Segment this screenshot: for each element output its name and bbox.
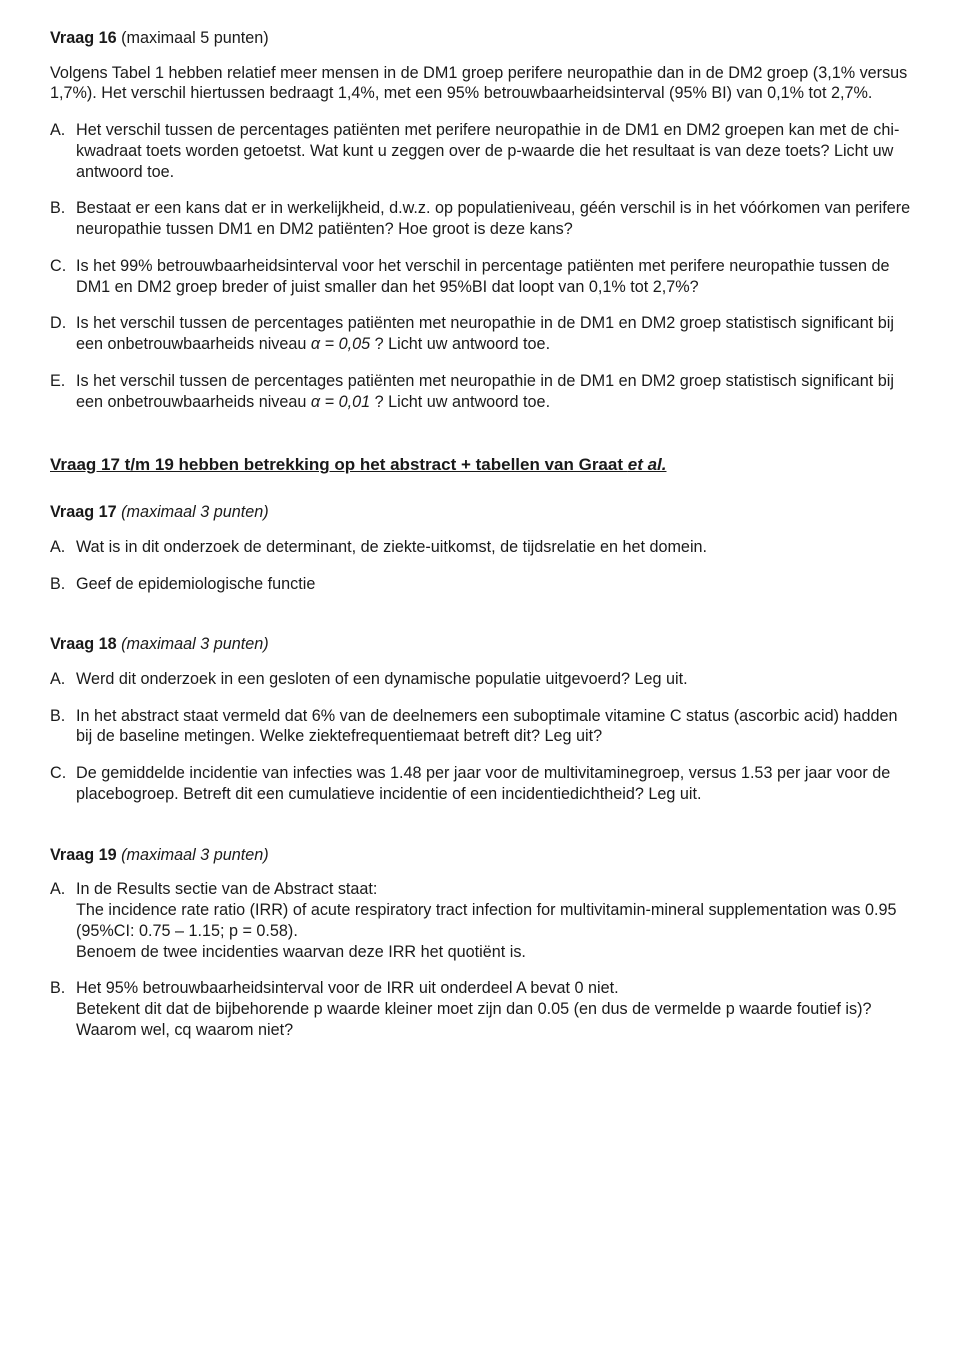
- q17-header: Vraag 17 (maximaal 3 punten): [50, 502, 918, 523]
- q16-item-e: E. Is het verschil tussen de percentages…: [50, 371, 918, 412]
- q16-d-alpha: α = 0,05: [311, 335, 370, 353]
- q19-item-b: B. Het 95% betrouwbaarheidsinterval voor…: [50, 978, 918, 1040]
- q17-points: (maximaal 3 punten): [121, 503, 269, 521]
- q16-intro: Volgens Tabel 1 hebben relatief meer men…: [50, 63, 918, 104]
- item-body: Is het verschil tussen de percentages pa…: [76, 371, 918, 412]
- q19-a-l3: Benoem de twee incidenties waarvan deze …: [76, 943, 526, 961]
- section-heading-pre: Vraag 17 t/m 19 hebben betrekking op het…: [50, 455, 628, 474]
- item-letter: E.: [50, 371, 76, 412]
- q18-title: Vraag 18: [50, 635, 117, 653]
- q16-item-c: C. Is het 99% betrouwbaarheidsinterval v…: [50, 256, 918, 297]
- item-letter: B.: [50, 706, 76, 747]
- q19-item-a: A. In de Results sectie van de Abstract …: [50, 879, 918, 962]
- item-body: De gemiddelde incidentie van infecties w…: [76, 763, 918, 804]
- q16-title: Vraag 16: [50, 29, 117, 47]
- q19-b-l1: Het 95% betrouwbaarheidsinterval voor de…: [76, 979, 619, 997]
- q19-title: Vraag 19: [50, 846, 117, 864]
- item-letter: C.: [50, 763, 76, 804]
- q19-header: Vraag 19 (maximaal 3 punten): [50, 845, 918, 866]
- item-body: Is het verschil tussen de percentages pa…: [76, 313, 918, 354]
- q16-points: (maximaal 5 punten): [121, 29, 269, 47]
- section-heading-ital: et al.: [628, 455, 667, 474]
- q16-d-post: ? Licht uw antwoord toe.: [370, 335, 550, 353]
- item-body: Bestaat er een kans dat er in werkelijkh…: [76, 198, 918, 239]
- item-letter: B.: [50, 978, 76, 1040]
- q16-item-b: B. Bestaat er een kans dat er in werkeli…: [50, 198, 918, 239]
- item-letter: A.: [50, 120, 76, 182]
- q19-a-l2: The incidence rate ratio (IRR) of acute …: [76, 901, 897, 940]
- item-body: Werd dit onderzoek in een gesloten of ee…: [76, 669, 918, 690]
- q18-item-b: B. In het abstract staat vermeld dat 6% …: [50, 706, 918, 747]
- item-letter: A.: [50, 669, 76, 690]
- q19-b-l2: Betekent dit dat de bijbehorende p waard…: [76, 1000, 871, 1039]
- q16-item-d: D. Is het verschil tussen de percentages…: [50, 313, 918, 354]
- q19-points: (maximaal 3 punten): [121, 846, 269, 864]
- q18-points: (maximaal 3 punten): [121, 635, 269, 653]
- item-body: In de Results sectie van de Abstract sta…: [76, 879, 918, 962]
- item-body: In het abstract staat vermeld dat 6% van…: [76, 706, 918, 747]
- item-body: Wat is in dit onderzoek de determinant, …: [76, 537, 918, 558]
- q17-item-a: A. Wat is in dit onderzoek de determinan…: [50, 537, 918, 558]
- item-letter: D.: [50, 313, 76, 354]
- q16-e-alpha: α = 0,01: [311, 393, 370, 411]
- item-body: Geef de epidemiologische functie: [76, 574, 918, 595]
- item-letter: C.: [50, 256, 76, 297]
- q16-item-a: A. Het verschil tussen de percentages pa…: [50, 120, 918, 182]
- item-letter: A.: [50, 537, 76, 558]
- q17-title: Vraag 17: [50, 503, 117, 521]
- q18-header: Vraag 18 (maximaal 3 punten): [50, 634, 918, 655]
- item-body: Het 95% betrouwbaarheidsinterval voor de…: [76, 978, 918, 1040]
- item-body: Het verschil tussen de percentages patië…: [76, 120, 918, 182]
- q17-item-b: B. Geef de epidemiologische functie: [50, 574, 918, 595]
- item-letter: A.: [50, 879, 76, 962]
- section-heading: Vraag 17 t/m 19 hebben betrekking op het…: [50, 454, 918, 476]
- q16-header: Vraag 16 (maximaal 5 punten): [50, 28, 918, 49]
- q18-item-a: A. Werd dit onderzoek in een gesloten of…: [50, 669, 918, 690]
- item-letter: B.: [50, 574, 76, 595]
- item-letter: B.: [50, 198, 76, 239]
- q18-item-c: C. De gemiddelde incidentie van infectie…: [50, 763, 918, 804]
- q19-a-l1: In de Results sectie van de Abstract sta…: [76, 880, 377, 898]
- item-body: Is het 99% betrouwbaarheidsinterval voor…: [76, 256, 918, 297]
- q16-e-post: ? Licht uw antwoord toe.: [370, 393, 550, 411]
